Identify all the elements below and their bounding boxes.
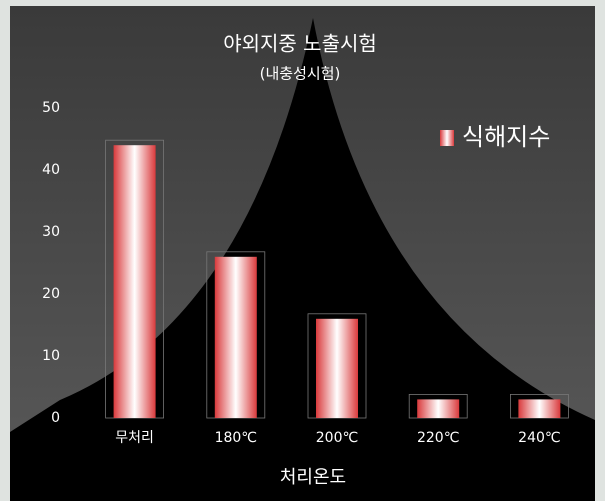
x-tick-label: 180℃	[215, 430, 257, 446]
chart-subtitle: (내충성시험)	[260, 65, 341, 83]
bar	[316, 319, 358, 418]
bar	[114, 145, 156, 418]
x-tick-label: 200℃	[316, 430, 358, 446]
y-tick-label: 30	[42, 224, 60, 240]
x-axis-label: 처리온도	[280, 467, 346, 488]
y-tick-label: 50	[42, 100, 60, 116]
chart-title: 야외지중 노출시험	[223, 32, 377, 56]
y-tick-label: 10	[42, 348, 60, 364]
chart: 야외지중 노출시험 (내충성시험) 처리온도 식해지수 0 10 20 30 40 50 무…	[0, 0, 605, 501]
bar	[215, 257, 257, 418]
x-tick-label: 240℃	[518, 430, 560, 446]
y-tick-label: 20	[42, 286, 60, 302]
bar	[518, 399, 560, 418]
x-tick-label: 220℃	[417, 430, 459, 446]
legend-swatch	[440, 130, 454, 146]
y-tick-label: 0	[51, 410, 60, 426]
legend-label: 식해지수	[462, 123, 550, 151]
y-tick-label: 40	[42, 162, 60, 178]
page: {"chart_data": {"type": "bar", "title": …	[0, 0, 605, 501]
bar	[417, 399, 459, 418]
x-tick-label: 무처리	[115, 430, 154, 446]
